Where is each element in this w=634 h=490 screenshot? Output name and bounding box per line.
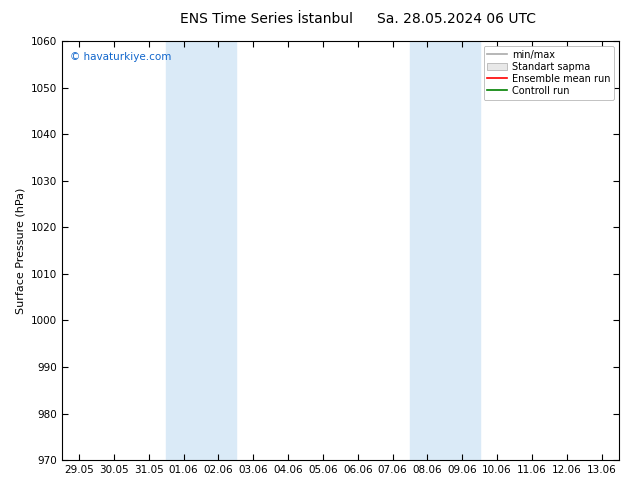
Text: ENS Time Series İstanbul: ENS Time Series İstanbul	[180, 12, 353, 26]
Bar	[410, 41, 480, 460]
Text: © havaturkiye.com: © havaturkiye.com	[70, 51, 171, 62]
Bar	[166, 41, 236, 460]
Text: Sa. 28.05.2024 06 UTC: Sa. 28.05.2024 06 UTC	[377, 12, 536, 26]
Legend: min/max, Standart sapma, Ensemble mean run, Controll run: min/max, Standart sapma, Ensemble mean r…	[484, 46, 614, 99]
Y-axis label: Surface Pressure (hPa): Surface Pressure (hPa)	[15, 187, 25, 314]
